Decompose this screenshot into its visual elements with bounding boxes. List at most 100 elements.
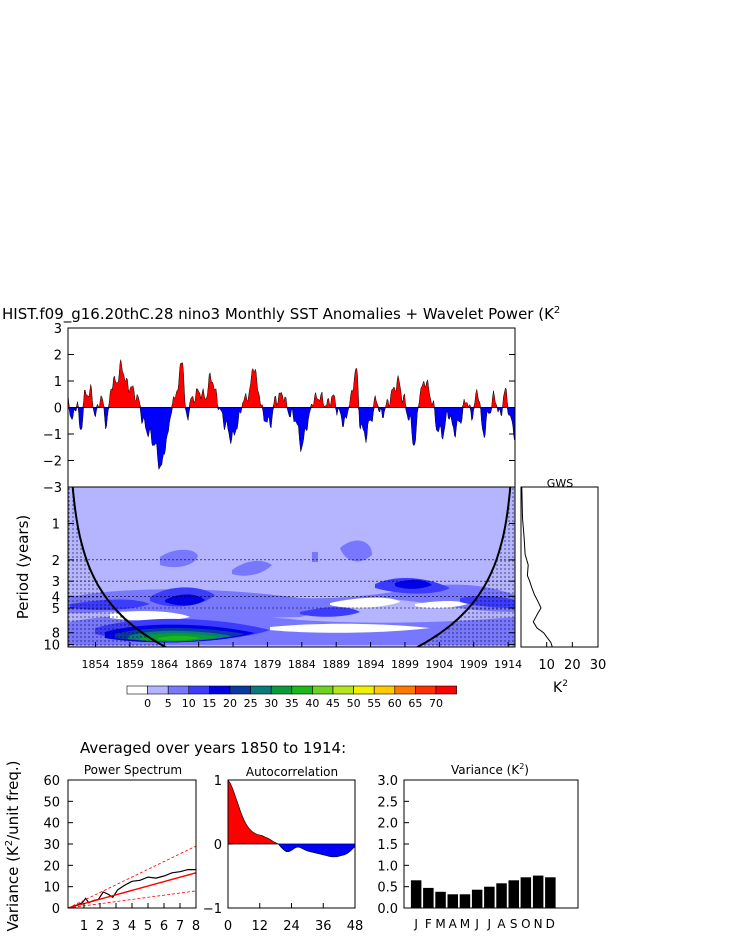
timeseries-y-axis: 3 2 1 0 −1 −2 −3 bbox=[43, 322, 515, 496]
wavelet-x-axis: 1854 1859 1864 1869 1874 1879 1884 1889 1894 1899… bbox=[82, 642, 522, 671]
power-spectrum-y-tick-label: 0 bbox=[52, 902, 60, 917]
variance-y-tick-label: 1.5 bbox=[377, 838, 398, 853]
timeseries-panel: 3 2 1 0 −1 −2 −3 bbox=[43, 322, 516, 496]
autocorrelation-y-tick-label: −1 bbox=[203, 902, 222, 917]
power-spectrum-y-tick-label: 10 bbox=[43, 881, 60, 896]
gws-x-label: K2 bbox=[553, 679, 568, 696]
variance-x-tick-label: F bbox=[425, 917, 432, 931]
gws-x-tick-label: 10 bbox=[538, 658, 555, 673]
gws-x-tick-label: 20 bbox=[564, 658, 581, 673]
variance-bar bbox=[423, 887, 434, 908]
power-spectrum-x-tick-label: 7 bbox=[176, 919, 184, 934]
wavelet-y-tick-label: 2 bbox=[52, 554, 60, 569]
colorbar-swatch bbox=[250, 685, 272, 695]
colorbar-swatch bbox=[188, 685, 210, 695]
timeseries-y-tick-label: −1 bbox=[43, 428, 62, 443]
timeseries-y-tick-label: −2 bbox=[43, 455, 62, 470]
wavelet-panel: 1 2 345 810 1854 1859 1864 1869 1874 1879 1884 188… bbox=[14, 486, 522, 671]
gws-line bbox=[521, 486, 553, 648]
variance-x-tick-label: J bbox=[413, 917, 418, 931]
timeseries-y-tick-label: −3 bbox=[43, 481, 62, 496]
power-spectrum-x-tick-label: 1 bbox=[80, 919, 88, 934]
wavelet-x-tick-label: 1854 bbox=[82, 658, 110, 671]
colorbar-swatch bbox=[126, 685, 148, 695]
colorbar-label: 20 bbox=[223, 697, 237, 710]
colorbar-label: 40 bbox=[305, 697, 319, 710]
power-spectrum-upper-bound bbox=[67, 845, 197, 909]
variance-y-tick-label: 2.0 bbox=[377, 817, 398, 832]
variance-title: Variance (K2) bbox=[451, 762, 529, 777]
autocorrelation-y-tick-label: 0 bbox=[214, 838, 222, 853]
colorbar-swatch bbox=[332, 685, 354, 695]
variance-x-tick-label: O bbox=[521, 917, 530, 931]
autocorrelation-x-tick-label: 12 bbox=[251, 919, 268, 934]
colorbar-swatch bbox=[353, 685, 375, 695]
colorbar-swatch bbox=[291, 685, 313, 695]
autocorrelation-x-axis: 0 12 24 36 48 bbox=[224, 903, 363, 934]
colorbar-label: 50 bbox=[347, 697, 361, 710]
autocorrelation-x-tick-label: 24 bbox=[283, 919, 300, 934]
variance-x-tick-label: D bbox=[546, 917, 555, 931]
variance-bar bbox=[496, 883, 507, 908]
wavelet-y-tick-label: 1 bbox=[52, 517, 60, 532]
colorbar-swatch bbox=[229, 685, 251, 695]
gws-title: GWS bbox=[547, 477, 573, 490]
colorbar-label: 55 bbox=[367, 697, 381, 710]
colorbar-label: 60 bbox=[388, 697, 402, 710]
power-spectrum-lower-bound bbox=[67, 890, 197, 909]
power-spectrum-line bbox=[71, 869, 196, 908]
wavelet-frame bbox=[67, 486, 516, 648]
variance-bar bbox=[508, 880, 519, 908]
autocorrelation-y-axis: 1 0 −1 bbox=[203, 774, 233, 917]
variance-bar bbox=[459, 894, 471, 908]
power-spectrum-frame bbox=[67, 779, 197, 909]
wavelet-x-tick-label: 1859 bbox=[116, 658, 144, 671]
colorbar-label: 5 bbox=[165, 697, 172, 710]
colorbar-swatch bbox=[312, 685, 334, 695]
timeseries-y-tick-label: 3 bbox=[54, 322, 62, 337]
wavelet-y-tick-label: 10 bbox=[43, 638, 60, 653]
variance-bars bbox=[410, 875, 556, 908]
colorbar-label: 45 bbox=[326, 697, 340, 710]
variance-x-tick-label: A bbox=[449, 917, 458, 931]
variance-bar bbox=[545, 877, 556, 908]
power-spectrum-y-tick-label: 20 bbox=[43, 859, 60, 874]
power-spectrum-title: Power Spectrum bbox=[84, 763, 182, 777]
colorbar-swatch bbox=[373, 685, 396, 695]
autocorrelation-negative-area bbox=[228, 843, 355, 858]
power-spectrum-y-label: Variance (K2/unit freq.) bbox=[4, 760, 22, 931]
variance-x-tick-label: S bbox=[510, 917, 518, 931]
main-title-superscript: 2 bbox=[554, 305, 560, 316]
variance-x-tick-label: A bbox=[497, 917, 506, 931]
power-spectrum-red-noise bbox=[67, 872, 197, 909]
variance-bar bbox=[520, 877, 532, 908]
wavelet-coi-shading bbox=[68, 487, 515, 647]
variance-y-tick-label: 2.5 bbox=[377, 795, 398, 810]
power-spectrum-y-tick-label: 60 bbox=[43, 774, 60, 789]
variance-y-tick-label: 0.5 bbox=[377, 881, 398, 896]
wavelet-x-tick-label: 1889 bbox=[322, 658, 350, 671]
wavelet-y-tick-label: 3 bbox=[52, 575, 60, 590]
variance-bar bbox=[447, 894, 458, 908]
wavelet-y-label: Period (years) bbox=[14, 515, 32, 620]
variance-x-tick-label: N bbox=[534, 917, 543, 931]
wavelet-level-0-pockets bbox=[110, 597, 468, 633]
power-spectrum-y-tick-label: 50 bbox=[43, 795, 60, 810]
timeseries-positive-area bbox=[68, 359, 515, 409]
autocorrelation-x-tick-label: 36 bbox=[315, 919, 332, 934]
wavelet-x-tick-label: 1914 bbox=[494, 658, 522, 671]
power-spectrum-x-tick-label: 4 bbox=[128, 919, 136, 934]
wavelet-x-tick-label: 1874 bbox=[219, 658, 247, 671]
colorbar-swatch bbox=[415, 685, 437, 695]
variance-bar bbox=[484, 886, 495, 908]
autocorrelation-x-tick-label: 48 bbox=[347, 919, 364, 934]
colorbar-swatch bbox=[394, 685, 416, 695]
wavelet-colorbar: 0 5 10 15 20 25 30 35 40 45 50 55 60 65 70 bbox=[126, 685, 457, 710]
wavelet-x-tick-label: 1869 bbox=[185, 658, 213, 671]
variance-x-tick-label: J bbox=[487, 917, 492, 931]
power-spectrum-y-tick-label: 40 bbox=[43, 817, 60, 832]
variance-x-tick-label: J bbox=[474, 917, 479, 931]
